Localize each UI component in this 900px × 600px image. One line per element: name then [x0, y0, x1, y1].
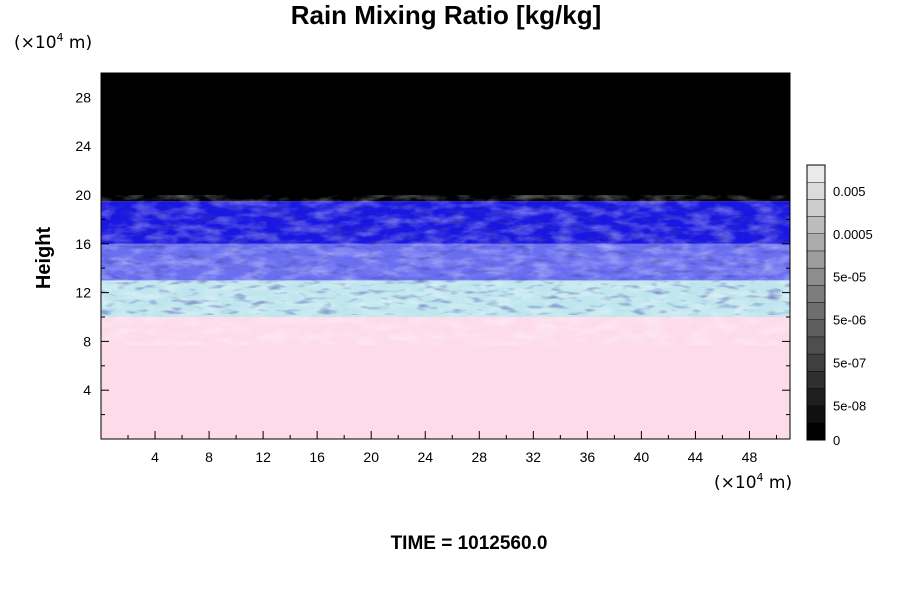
colorbar-swatch	[806, 233, 826, 252]
colorbar-label: 0.005	[833, 184, 866, 199]
colorbar-swatch	[806, 422, 826, 441]
colorbar-label: 5e-08	[833, 399, 866, 414]
x-tick-label: 32	[526, 449, 542, 465]
x-tick-label: 20	[363, 449, 379, 465]
x-tick-label: 4	[151, 449, 159, 465]
colorbar-swatch	[806, 199, 826, 217]
x-tick-label: 44	[688, 449, 704, 465]
x-tick-label: 48	[742, 449, 758, 465]
colorbar: 0.005 0.0005 5e-05 5e-06 5e-07 5e-08 0	[806, 164, 873, 448]
x-tick-label: 16	[309, 449, 325, 465]
colorbar-label: 5e-07	[833, 356, 866, 371]
y-tick-label: 28	[75, 89, 91, 105]
colorbar-swatch	[806, 302, 826, 320]
colorbar-label: 0.0005	[833, 227, 873, 242]
y-tick-label: 24	[75, 138, 91, 154]
colorbar-swatch	[806, 285, 826, 303]
x-axis-unit: (×104 m)	[714, 471, 792, 493]
plot-area	[101, 73, 790, 439]
colorbar-swatch	[806, 353, 826, 372]
x-tick-label: 12	[255, 449, 271, 465]
colorbar-swatch	[806, 319, 826, 338]
colorbar-swatch	[806, 250, 826, 269]
colorbar-swatch	[806, 181, 826, 200]
plot-frame	[100, 72, 791, 440]
colorbar-swatch	[806, 267, 826, 286]
x-tick-label: 24	[417, 449, 433, 465]
chart-title: Rain Mixing Ratio [kg/kg]	[291, 0, 602, 30]
y-tick-label: 16	[75, 236, 91, 252]
time-label: TIME = 1012560.0	[391, 533, 548, 554]
x-tick-label: 36	[580, 449, 596, 465]
field-band-4	[101, 73, 790, 202]
colorbar-label: 0	[833, 433, 840, 448]
colorbar-swatch	[806, 216, 826, 234]
colorbar-frame	[806, 164, 826, 441]
colorbar-label: 5e-06	[833, 313, 866, 328]
colorbar-swatch	[806, 164, 826, 183]
y-tick-label: 8	[83, 333, 91, 349]
colorbar-swatch	[806, 336, 826, 355]
colorbar-swatch	[806, 405, 826, 424]
y-axis-unit: (×104 m)	[14, 31, 92, 53]
x-tick-label: 8	[205, 449, 213, 465]
y-tick-label: 4	[83, 382, 91, 398]
colorbar-label: 5e-05	[833, 270, 866, 285]
colorbar-swatch	[806, 371, 826, 389]
x-tick-label: 28	[471, 449, 487, 465]
dark-streak-texture	[101, 205, 790, 315]
colorbar-swatch	[806, 388, 826, 406]
y-tick-label: 20	[75, 187, 91, 203]
y-axis-label: Height	[33, 227, 55, 290]
x-tick-label: 40	[634, 449, 650, 465]
y-tick-label: 12	[75, 285, 91, 301]
